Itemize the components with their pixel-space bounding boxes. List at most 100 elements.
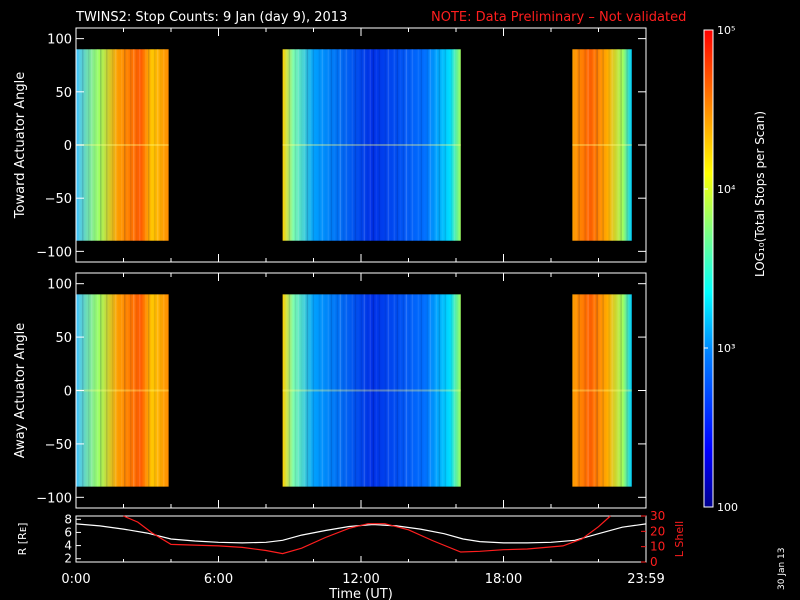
texture-stripe (309, 294, 312, 487)
texture-stripe (626, 294, 628, 487)
texture-stripe (321, 294, 324, 487)
date-stamp: 30 Jan 13 (777, 548, 787, 591)
texture-stripe (444, 49, 447, 241)
texture-stripe (115, 294, 117, 487)
texture-stripe (88, 49, 90, 241)
texture-stripe (288, 49, 291, 241)
texture-stripe (327, 294, 330, 487)
texture-stripe (602, 294, 604, 487)
texture-stripe (103, 294, 105, 487)
texture-stripe (133, 294, 135, 487)
texture-stripe (115, 49, 117, 241)
texture-stripe (330, 294, 333, 487)
texture-stripe (154, 294, 156, 487)
texture-stripe (285, 49, 288, 241)
texture-stripe (163, 49, 165, 241)
texture-stripe (420, 49, 423, 241)
texture-stripe (450, 49, 453, 241)
texture-stripe (369, 294, 372, 487)
texture-stripe (426, 294, 429, 487)
texture-stripe (306, 49, 309, 241)
texture-stripe (444, 294, 447, 487)
texture-stripe (387, 294, 390, 487)
texture-stripe (330, 49, 333, 241)
texture-stripe (345, 294, 348, 487)
texture-stripe (438, 294, 441, 487)
texture-stripe (375, 49, 378, 241)
texture-stripe (599, 49, 601, 241)
texture-stripe (587, 49, 589, 241)
y-tick-label: −50 (45, 438, 72, 453)
texture-stripe (602, 49, 604, 241)
texture-stripe (91, 294, 93, 487)
y-tick-label: 50 (55, 86, 72, 101)
texture-stripe (342, 49, 345, 241)
colorbar-tick-label: 10⁵ (717, 24, 735, 37)
texture-stripe (575, 294, 577, 487)
texture-stripe (285, 294, 288, 487)
colorbar-tick-label: 10³ (717, 342, 735, 355)
texture-stripe (387, 49, 390, 241)
l-shell-tick-label: 10 (650, 540, 665, 554)
texture-stripe (593, 294, 595, 487)
texture-stripe (372, 294, 375, 487)
texture-stripe (121, 49, 123, 241)
l-shell-line (123, 515, 611, 555)
texture-stripe (405, 294, 408, 487)
texture-stripe (157, 294, 159, 487)
texture-stripe (154, 49, 156, 241)
texture-stripe (124, 294, 126, 487)
texture-stripe (402, 49, 405, 241)
texture-stripe (106, 294, 108, 487)
texture-stripe (608, 294, 610, 487)
l-shell-tick-label: 0 (650, 555, 658, 569)
texture-stripe (124, 49, 126, 241)
texture-stripe (312, 294, 315, 487)
texture-stripe (306, 294, 309, 487)
texture-stripe (103, 49, 105, 241)
time-tick-label: 18:00 (485, 572, 522, 587)
texture-stripe (97, 49, 99, 241)
texture-stripe (309, 49, 312, 241)
texture-stripe (100, 294, 102, 487)
texture-stripe (318, 49, 321, 241)
colorbar: 10⁵ 10⁴ 10³ 100 LOG₁₀(Total Stops per Scan) (703, 24, 767, 514)
texture-stripe (417, 49, 420, 241)
data-block-toward-1 (76, 49, 169, 241)
texture-stripe (139, 294, 141, 487)
y-axis-label-away: Away Actuator Angle (13, 323, 28, 458)
y-tick-label: −50 (45, 192, 72, 207)
texture-stripe (429, 294, 432, 487)
data-block-away-1 (76, 294, 169, 487)
texture-stripe (626, 49, 628, 241)
texture-stripe (91, 49, 93, 241)
texture-stripe (584, 49, 586, 241)
texture-stripe (336, 294, 339, 487)
texture-stripe (584, 294, 586, 487)
y-tick-label: 50 (55, 331, 72, 346)
l-shell-tick-label: 30 (650, 509, 665, 523)
texture-stripe (435, 294, 438, 487)
texture-stripe (384, 49, 387, 241)
texture-stripe (441, 49, 444, 241)
texture-stripe (112, 294, 114, 487)
y-tick-label: −100 (36, 245, 72, 260)
texture-stripe (417, 294, 420, 487)
texture-stripe (587, 294, 589, 487)
time-tick-label: 12:00 (342, 572, 379, 587)
data-block-toward-3 (572, 49, 632, 241)
texture-stripe (578, 49, 580, 241)
texture-stripe (578, 294, 580, 487)
colorbar-scale (704, 30, 713, 507)
texture-stripe (599, 294, 601, 487)
texture-stripe (593, 49, 595, 241)
texture-stripe (408, 49, 411, 241)
texture-stripe (97, 294, 99, 487)
texture-stripe (405, 49, 408, 241)
time-tick-label: 6:00 (204, 572, 233, 587)
texture-stripe (312, 49, 315, 241)
texture-stripe (88, 294, 90, 487)
texture-stripe (303, 49, 306, 241)
texture-stripe (411, 294, 414, 487)
